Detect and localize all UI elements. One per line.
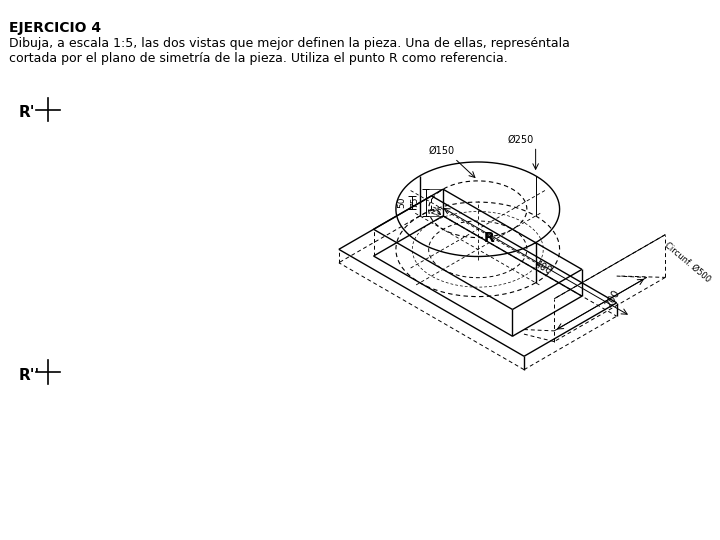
Text: 75: 75 — [410, 197, 420, 208]
Text: 50: 50 — [397, 197, 406, 208]
Text: Ø150: Ø150 — [428, 145, 454, 156]
Text: 200: 200 — [603, 288, 621, 309]
Text: Dibuja, a escala 1:5, las dos vistas que mejor definen la pieza. Una de ellas, r: Dibuja, a escala 1:5, las dos vistas que… — [9, 37, 570, 65]
Text: Ø250: Ø250 — [508, 134, 534, 145]
Text: R: R — [484, 231, 495, 245]
Text: R'': R'' — [19, 368, 40, 383]
Text: EJERCICIO 4: EJERCICIO 4 — [9, 21, 102, 35]
Text: 400: 400 — [533, 259, 554, 276]
Text: R': R' — [19, 105, 35, 120]
Text: 25: 25 — [428, 206, 442, 219]
Text: Circunf. Ø500: Circunf. Ø500 — [663, 241, 712, 285]
